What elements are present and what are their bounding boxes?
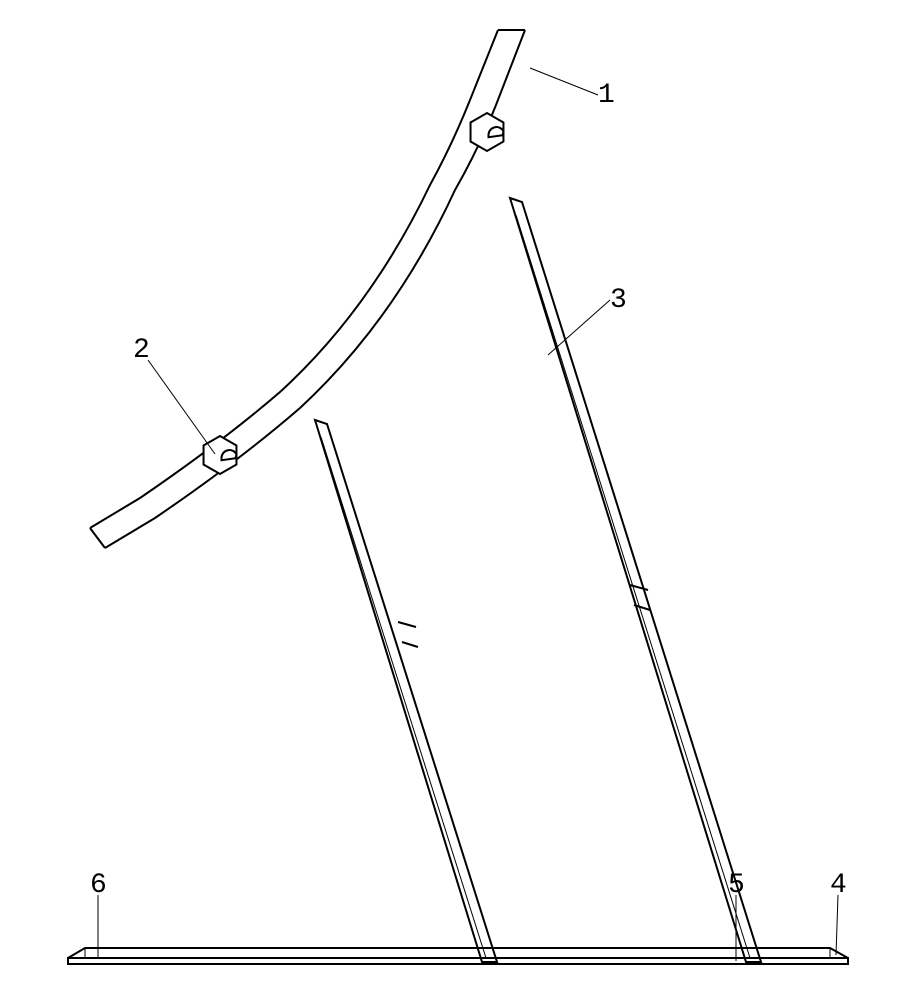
diagonal-bar-1 — [510, 198, 761, 962]
label-4: 4 — [830, 870, 849, 901]
leader-line-1 — [530, 68, 598, 95]
curved-arm-inner — [90, 30, 498, 528]
fastener-knob-1 — [489, 127, 504, 137]
curved-arm-outer — [105, 30, 525, 548]
diagonal-bar-2 — [315, 420, 497, 962]
base-plate-top — [68, 948, 848, 958]
fastener-knob-2 — [222, 450, 237, 460]
label-1: 1 — [598, 80, 617, 111]
leader-line-4 — [836, 895, 838, 955]
base-plate-inner — [85, 948, 830, 958]
label-6: 6 — [90, 870, 109, 901]
bracket-2 — [398, 622, 416, 627]
label-3: 3 — [610, 285, 629, 316]
bracket-2 — [402, 642, 418, 647]
label-2: 2 — [133, 335, 152, 366]
base-plate-bottom — [68, 958, 848, 964]
leader-line-2 — [148, 360, 215, 454]
label-5: 5 — [728, 870, 747, 901]
technical-diagram — [0, 0, 913, 1000]
